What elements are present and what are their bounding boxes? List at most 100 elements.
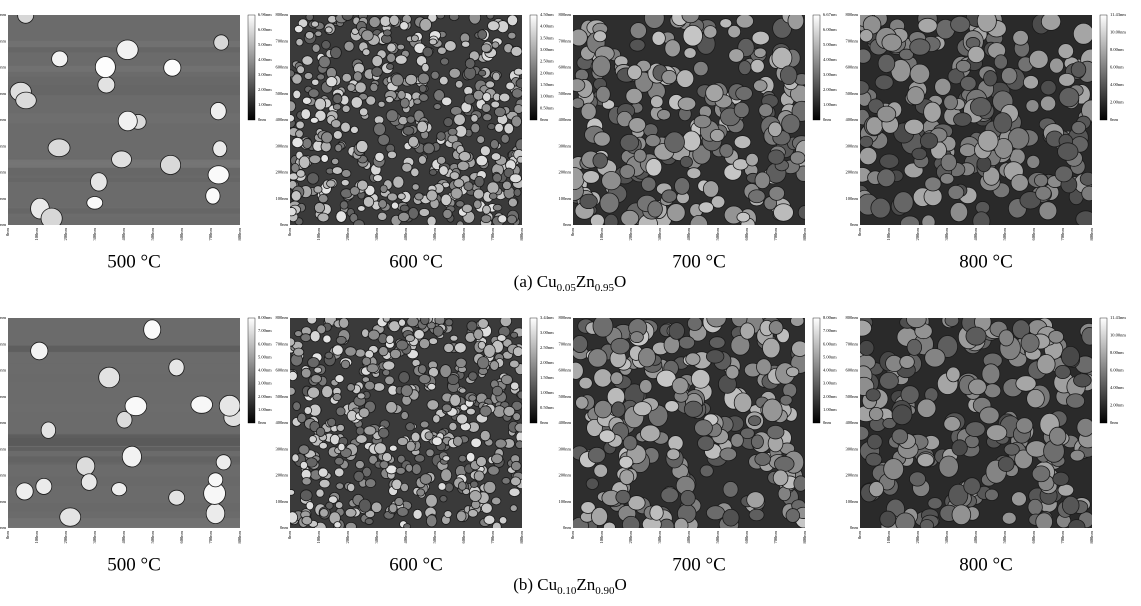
grain [879,371,899,390]
grain [325,76,338,88]
grain [397,192,406,200]
grain [900,215,920,225]
y-tick-label: 200nm [558,473,571,478]
grain [311,78,320,86]
grain [1014,449,1033,470]
grain [651,30,666,46]
x-tick-label: 200nm [345,228,350,241]
grain [453,178,465,189]
y-tick-label: 300nm [0,446,6,451]
x-tick-label: 700nm [1060,531,1065,544]
y-tick-label: 500nm [845,394,858,399]
grain [514,422,522,433]
colorbar-label: 3.00nm [258,381,272,386]
grain [505,81,515,91]
grain [290,100,297,113]
colorbar-label: 1.50nm [540,82,554,87]
grain [787,15,805,31]
grain [385,96,394,104]
grain [1040,95,1057,112]
afm-image [8,15,240,225]
colorbar-label: 0.50nm [540,105,554,110]
grain [388,444,398,452]
grain [593,131,611,147]
grain [599,192,620,214]
grain [946,366,961,383]
grain [485,80,495,89]
grain [337,442,346,452]
afm-panel: 0nm0nm100nm100nm200nm200nm300nm300nm400n… [558,315,837,575]
grain [496,334,507,342]
grain [213,34,230,51]
grain [951,439,968,457]
grain [299,460,309,470]
colorbar-label: 0nm [1110,420,1119,425]
x-tick-label: 800nm [237,228,242,241]
grain [938,455,959,478]
grain [400,482,409,493]
grain [386,52,396,63]
colorbar-label: 7.00nm [258,328,272,333]
grain [644,15,665,29]
grain [790,318,805,327]
grain [789,151,805,165]
y-tick-label: 200nm [275,170,288,175]
grain [860,319,872,337]
afm-panel: 0nm0nm100nm100nm200nm200nm300nm300nm400n… [275,315,554,575]
grain [298,155,311,169]
grain [591,506,608,526]
grain [297,412,307,424]
x-tick-label: 0nm [857,531,862,540]
y-tick-label: 500nm [275,394,288,399]
y-tick-label: 300nm [0,143,6,148]
grain [649,504,664,521]
grain [385,334,395,345]
grain [359,107,369,117]
grain [660,487,679,504]
grain [296,65,305,75]
grain [469,490,482,502]
grain [422,142,435,155]
grain [879,510,897,528]
grain [418,93,429,102]
grain [317,212,330,223]
x-tick-label: 300nm [92,228,97,241]
grain [657,109,671,121]
caption-text: O [615,575,627,594]
x-tick-label: 800nm [519,531,524,544]
colorbar-label: 1.00nm [258,407,272,412]
y-tick-label: 700nm [0,38,6,43]
grain [80,473,98,491]
grain [510,331,519,339]
grain [215,454,232,471]
grain [982,166,1001,186]
grain [366,363,379,374]
grain [340,359,351,370]
grain [883,458,905,481]
y-tick-label: 600nm [0,65,6,70]
grain [397,436,409,446]
grain [900,385,920,405]
grain [410,431,421,443]
grain [517,390,522,400]
grain [1020,333,1040,353]
scan-streak [8,518,240,528]
grain [454,342,467,354]
colorbar-label: 0nm [258,420,267,425]
grain [329,433,341,446]
grain [419,18,432,32]
grain [1079,171,1092,186]
grain [430,70,440,80]
grain [338,318,350,329]
grain [308,154,322,164]
grain [507,31,517,40]
grain [321,385,333,399]
grain [90,172,108,192]
grain [972,211,991,225]
grain [318,478,331,489]
grain [361,29,374,42]
grain [986,424,1008,442]
grain [706,505,726,521]
grain [355,434,368,444]
grain [511,400,522,411]
